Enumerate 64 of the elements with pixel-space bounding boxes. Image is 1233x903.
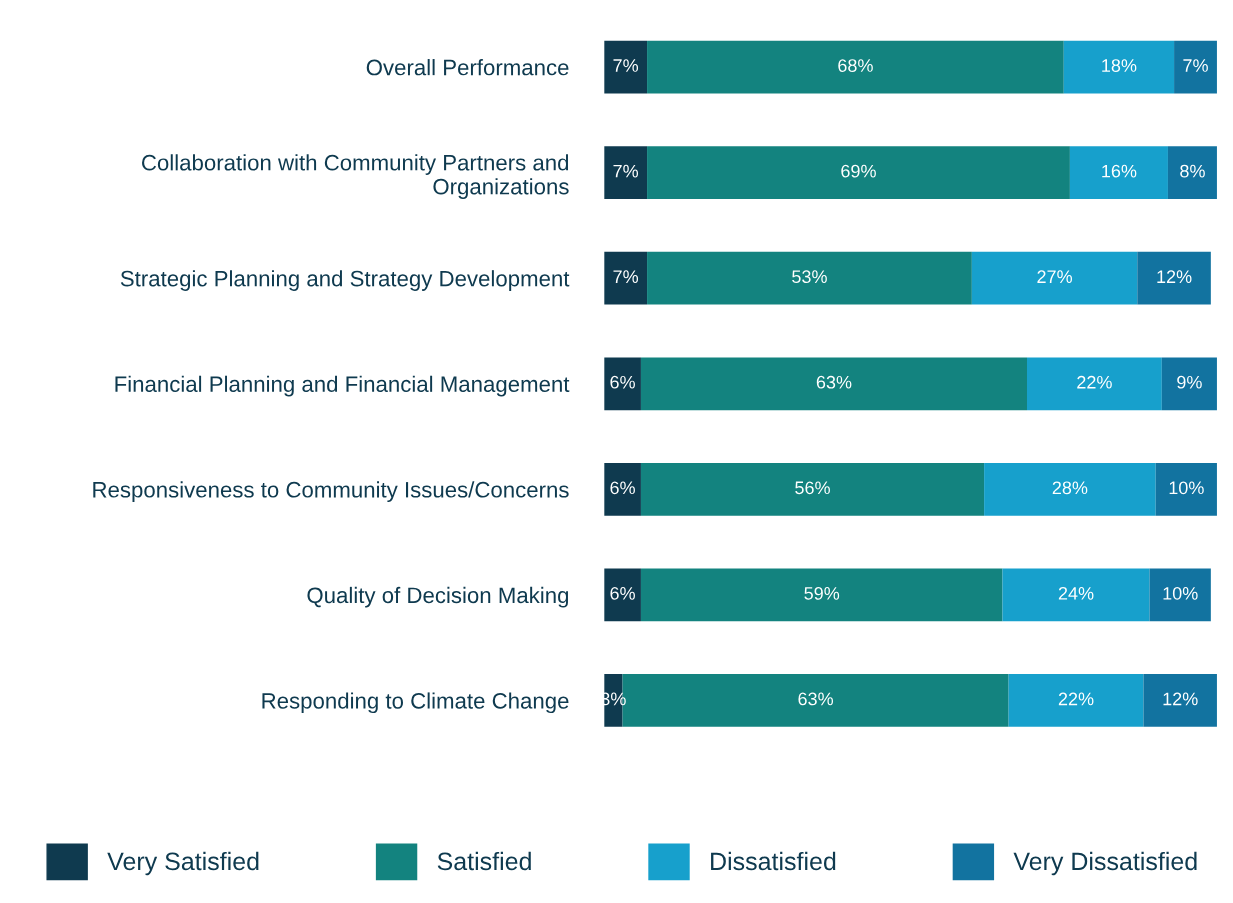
data-label: 7%: [1183, 59, 1208, 72]
data-label: 7%: [613, 270, 639, 283]
data-label: 63%: [816, 375, 852, 389]
data-label: 22%: [1058, 692, 1094, 706]
bar: [971, 251, 1138, 305]
bar: [984, 462, 1156, 516]
data-label: 8%: [1180, 164, 1205, 178]
data-label: 24%: [1058, 586, 1094, 600]
y-tick-label: Collaboration with Community Partners and Organizations: [142, 154, 569, 199]
y-tick-label: Quality of Decision Making: [307, 586, 569, 608]
data-label: 12%: [1157, 270, 1192, 283]
bar: [1063, 40, 1175, 94]
bar: [604, 568, 641, 622]
data-label: 22%: [1077, 375, 1112, 389]
bar: [1027, 357, 1162, 411]
y-tick-label: Overall Performance: [366, 59, 569, 76]
data-label: 59%: [804, 586, 840, 600]
legend-label: Very Satisfied: [107, 851, 259, 876]
bar: [1155, 462, 1217, 516]
y-tick-label: Responsiveness to Community Issues/Concerns: [93, 481, 569, 502]
data-label: 53%: [792, 270, 827, 284]
y-tick-label: Financial Planning and Financial Management: [115, 375, 570, 397]
data-label: 9%: [1177, 375, 1202, 389]
bar: [647, 40, 1064, 94]
bar: [1161, 357, 1217, 411]
bar: [604, 357, 641, 411]
y-tick-label: Strategic Planning and Strategy Development: [120, 270, 570, 291]
data-label: 7%: [613, 59, 639, 72]
bar: [1002, 568, 1150, 622]
legend-label: Very Dissatisfied: [1013, 851, 1197, 876]
data-label: 27%: [1037, 270, 1073, 283]
data-label: 6%: [610, 481, 635, 495]
bar: [647, 146, 1070, 200]
bar: [1149, 568, 1211, 622]
bar: [640, 357, 1027, 411]
data-label: 63%: [798, 692, 834, 706]
bar: [1008, 674, 1144, 727]
legend-label: Dissatisfied: [711, 851, 836, 871]
bar: [1143, 674, 1217, 727]
data-label: 12%: [1163, 692, 1198, 706]
data-label: 68%: [838, 59, 873, 72]
bar: [640, 568, 1003, 622]
bar: [604, 40, 648, 94]
data-label: 10%: [1163, 586, 1198, 600]
bar: [640, 462, 985, 516]
bar: [1069, 146, 1168, 200]
bar: [604, 251, 648, 305]
data-label: 10%: [1169, 481, 1204, 495]
bar: [1167, 146, 1217, 200]
data-label: 6%: [610, 375, 635, 389]
data-label: 16%: [1102, 164, 1137, 178]
data-label: 56%: [795, 481, 830, 495]
bar: [604, 146, 648, 200]
bar: [647, 251, 972, 305]
bar: [1174, 40, 1217, 94]
data-label: 7%: [613, 164, 639, 178]
data-label: 6%: [610, 586, 635, 600]
y-tick-label: Responding to Climate Change: [262, 692, 569, 714]
data-label: 28%: [1052, 481, 1088, 495]
legend-label: Satisfied: [437, 851, 531, 871]
data-label: 18%: [1102, 59, 1137, 72]
bar: [1137, 251, 1211, 305]
data-label: 69%: [841, 164, 876, 178]
bar: [604, 462, 641, 516]
